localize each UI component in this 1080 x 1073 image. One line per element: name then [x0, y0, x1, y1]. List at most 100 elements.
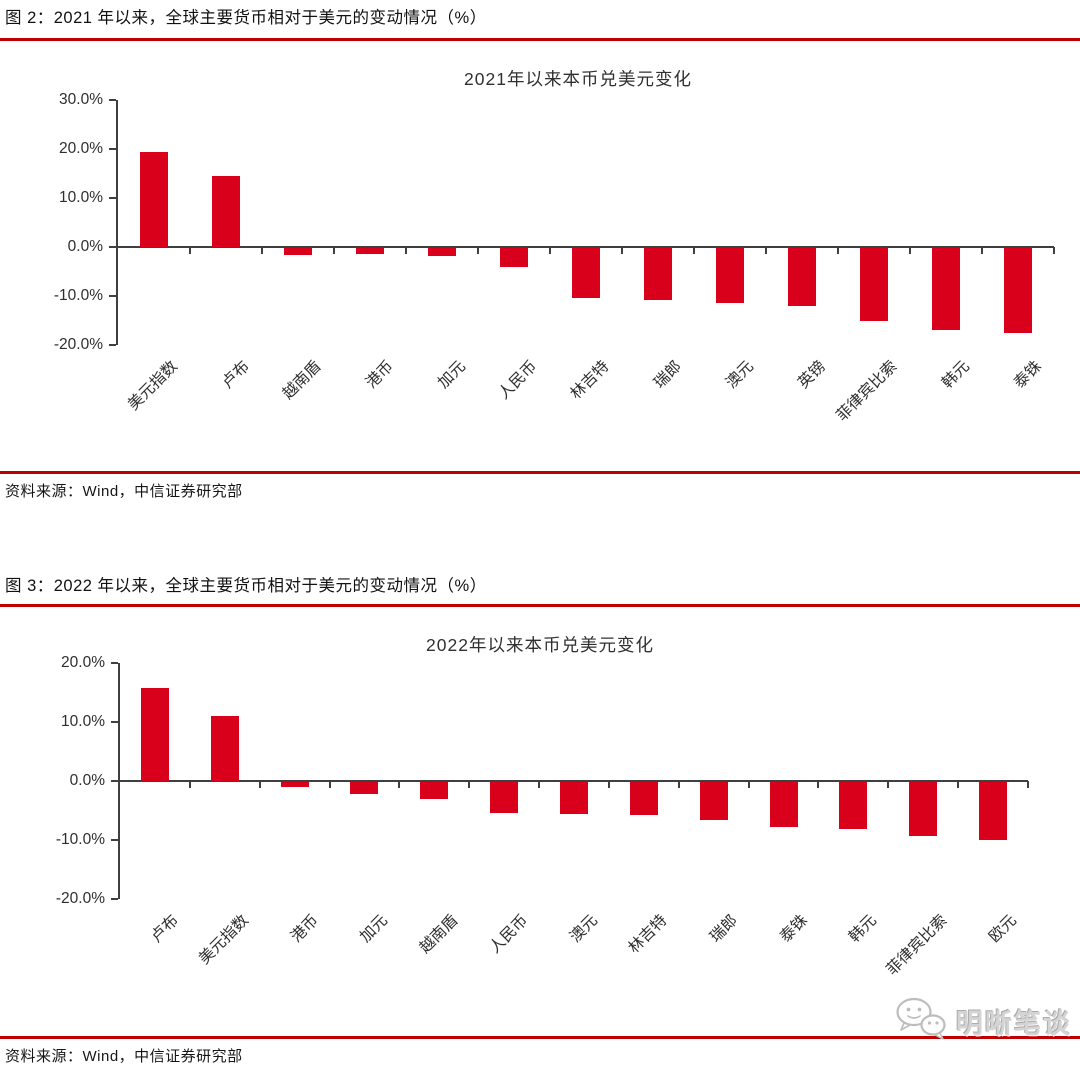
category-label: 越南盾 — [279, 357, 325, 403]
y-tick-label: 0.0% — [69, 772, 105, 789]
category-label: 澳元 — [566, 911, 601, 946]
x-tick — [981, 247, 983, 254]
category-label: 港币 — [362, 357, 397, 392]
category-label: 韩元 — [938, 357, 973, 392]
x-tick — [887, 781, 890, 788]
y-axis-line — [116, 100, 118, 345]
x-axis-line — [118, 246, 1054, 248]
y-tick — [111, 780, 118, 782]
x-tick — [607, 781, 610, 788]
chart-2022-currency-change: 2022年以来本币兑美元变化 20.0% 10.0% 0.0% -10.0% -20.0%… — [0, 620, 1080, 1036]
figure2-source: 资料来源：Wind，中信证券研究部 — [5, 483, 243, 500]
category-label: 人民币 — [486, 911, 531, 957]
x-axis-line — [120, 780, 1028, 782]
watermark: 明晰笔谈 — [894, 997, 1072, 1046]
x-tick — [837, 247, 839, 254]
figure3-bottom-rule — [0, 1036, 1080, 1039]
bar — [716, 248, 744, 303]
bar — [212, 176, 240, 247]
bar — [210, 716, 239, 781]
chart-title: 2022年以来本币兑美元变化 — [426, 635, 654, 655]
y-tick — [111, 839, 118, 841]
y-tick — [111, 898, 118, 900]
y-axis-line — [118, 663, 120, 899]
x-tick — [398, 781, 401, 788]
x-tick — [765, 247, 767, 254]
y-tick-label: 10.0% — [61, 713, 105, 730]
y-tick-label: 10.0% — [59, 189, 103, 206]
category-label: 卢布 — [218, 357, 253, 392]
x-tick — [405, 247, 407, 254]
category-label: 美元指数 — [195, 911, 252, 968]
x-tick — [909, 247, 911, 254]
x-tick — [477, 247, 479, 254]
category-label: 菲律宾比索 — [883, 911, 951, 979]
y-tick — [111, 721, 118, 723]
bar — [560, 782, 588, 814]
figure2-heading-rule — [0, 38, 1080, 41]
category-label: 越南盾 — [416, 911, 462, 957]
category-label: 林吉特 — [625, 911, 671, 957]
category-label: 澳元 — [722, 357, 757, 392]
y-tick-label: -10.0% — [53, 287, 103, 304]
category-label: 林吉特 — [567, 357, 613, 403]
y-tick-label: -20.0% — [53, 336, 103, 353]
y-tick — [109, 197, 116, 199]
y-tick-label: 0.0% — [67, 238, 103, 255]
bar — [572, 248, 600, 298]
category-label: 瑞郎 — [650, 357, 685, 392]
category-label: 泰铢 — [1010, 357, 1045, 392]
y-tick — [111, 662, 118, 664]
x-tick — [333, 247, 335, 254]
category-label: 港币 — [287, 911, 322, 946]
category-label: 美元指数 — [124, 357, 181, 414]
category-label: 人民币 — [495, 357, 541, 403]
figure2-heading: 图 2：2021 年以来，全球主要货币相对于美元的变动情况（%） — [5, 9, 487, 27]
x-tick — [538, 781, 541, 788]
y-tick-label: 20.0% — [59, 140, 103, 157]
bar — [500, 248, 528, 267]
category-label: 瑞郎 — [706, 911, 741, 946]
category-label: 加元 — [357, 911, 392, 946]
y-tick — [109, 295, 116, 297]
bar — [1004, 248, 1032, 334]
category-label: 卢布 — [147, 911, 182, 946]
x-tick — [621, 247, 623, 254]
bar — [860, 248, 888, 321]
category-label: 韩元 — [846, 911, 881, 946]
bar — [788, 248, 816, 307]
y-tick — [109, 344, 116, 346]
x-tick — [189, 247, 191, 254]
y-tick — [109, 246, 116, 248]
x-tick — [677, 781, 680, 788]
x-tick — [261, 247, 263, 254]
x-tick — [258, 781, 261, 788]
bar — [644, 248, 672, 300]
y-tick-label: -10.0% — [55, 831, 105, 848]
bar — [769, 782, 798, 828]
chart-title: 2021年以来本币兑美元变化 — [464, 69, 692, 89]
x-tick — [188, 781, 191, 788]
bar — [629, 782, 658, 816]
x-tick — [1027, 781, 1029, 788]
category-label: 菲律宾比索 — [834, 357, 901, 425]
x-tick — [817, 781, 820, 788]
y-tick-label: 30.0% — [59, 91, 103, 108]
figure2-bottom-rule — [0, 471, 1080, 474]
category-label: 欧元 — [985, 911, 1020, 946]
category-label: 加元 — [434, 357, 469, 392]
x-tick — [328, 781, 331, 788]
bar — [979, 782, 1008, 841]
x-tick — [549, 247, 551, 254]
watermark-label: 明晰笔谈 — [956, 1009, 1072, 1039]
bar — [420, 782, 449, 800]
bar — [428, 248, 456, 256]
bar — [280, 782, 309, 787]
x-tick — [957, 781, 960, 788]
bar — [699, 782, 728, 821]
bar — [350, 782, 379, 794]
figure3-heading-rule — [0, 604, 1080, 607]
y-tick-label: 20.0% — [61, 654, 105, 671]
bar — [140, 688, 169, 781]
